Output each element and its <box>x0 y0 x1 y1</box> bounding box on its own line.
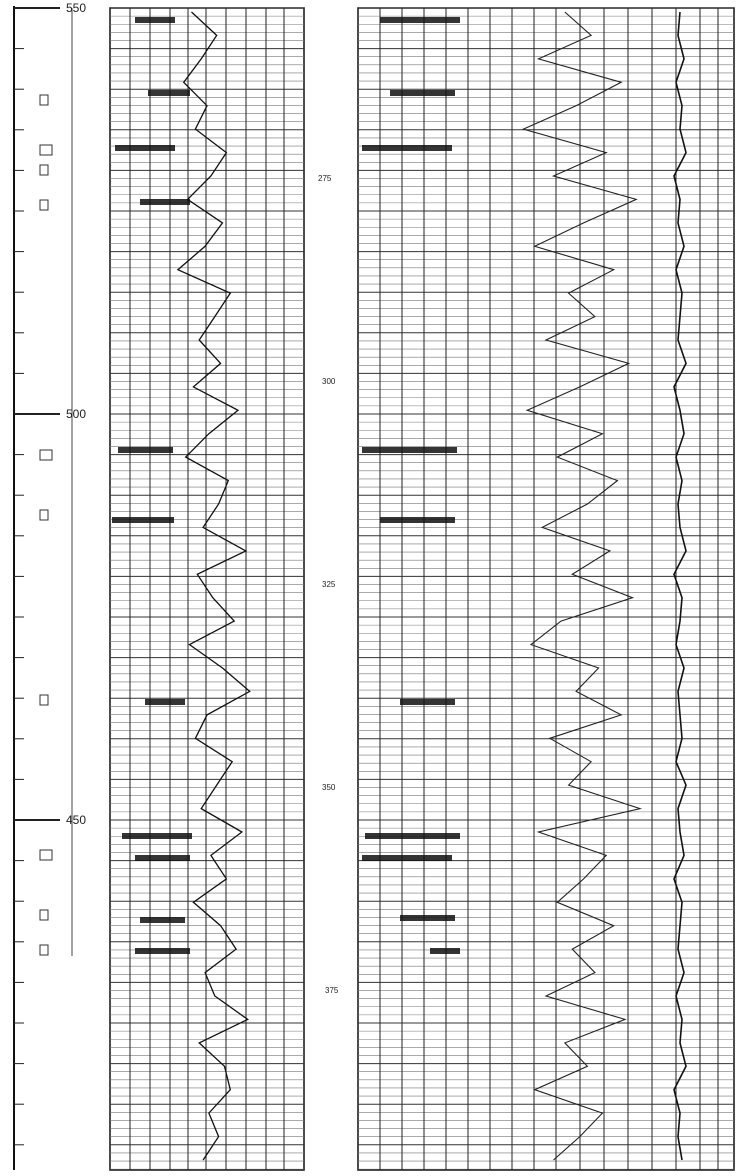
left-scale-mark <box>39 449 53 461</box>
left-scale-mark <box>39 509 49 521</box>
left-track-grid <box>109 7 305 1171</box>
left-band <box>122 833 192 839</box>
left-scale-label: 450 <box>66 813 86 827</box>
left-scale-mark <box>39 909 49 921</box>
right-band <box>362 447 457 453</box>
left-scale-mark <box>39 144 53 156</box>
right-band <box>380 517 455 523</box>
left-band <box>118 447 173 453</box>
left-band <box>115 145 175 151</box>
right-band <box>400 915 455 921</box>
right-track <box>357 7 735 1171</box>
left-scale-mark <box>39 849 53 861</box>
left-scale: 550 500 450 <box>13 1 86 1170</box>
left-band <box>140 199 190 205</box>
left-band <box>112 517 174 523</box>
depth-label: 350 <box>322 783 336 792</box>
left-track-bands <box>112 17 192 954</box>
depth-label: 325 <box>322 580 336 589</box>
right-band <box>362 145 452 151</box>
left-band <box>145 699 185 705</box>
left-band <box>135 948 190 954</box>
left-band <box>135 17 175 23</box>
right-band <box>365 833 460 839</box>
left-band <box>140 917 185 923</box>
right-band <box>390 90 455 96</box>
left-scale-label: 500 <box>66 407 86 421</box>
right-track-grid <box>357 7 735 1171</box>
right-band <box>362 855 452 861</box>
right-track-curve-b <box>673 11 687 1161</box>
right-band <box>430 948 460 954</box>
depth-label: 275 <box>318 174 332 183</box>
right-band <box>400 699 455 705</box>
left-scale-ticks <box>14 7 60 1146</box>
right-band <box>380 17 460 23</box>
left-scale-mark <box>39 164 49 176</box>
left-scale-mark <box>39 944 49 956</box>
left-track <box>109 7 305 1171</box>
right-track-curve-a <box>521 11 643 1161</box>
depth-track: 275 300 325 350 375 <box>318 174 339 995</box>
left-scale-mark <box>39 94 49 106</box>
left-scale-label: 550 <box>66 1 86 15</box>
left-band <box>148 90 190 96</box>
left-scale-marks <box>39 94 53 956</box>
left-track-curve <box>176 11 251 1161</box>
left-scale-mark <box>39 694 49 706</box>
left-scale-mark <box>39 199 49 211</box>
right-track-bands <box>362 17 460 954</box>
depth-label: 375 <box>325 986 339 995</box>
depth-label: 300 <box>322 377 336 386</box>
left-band <box>135 855 190 861</box>
